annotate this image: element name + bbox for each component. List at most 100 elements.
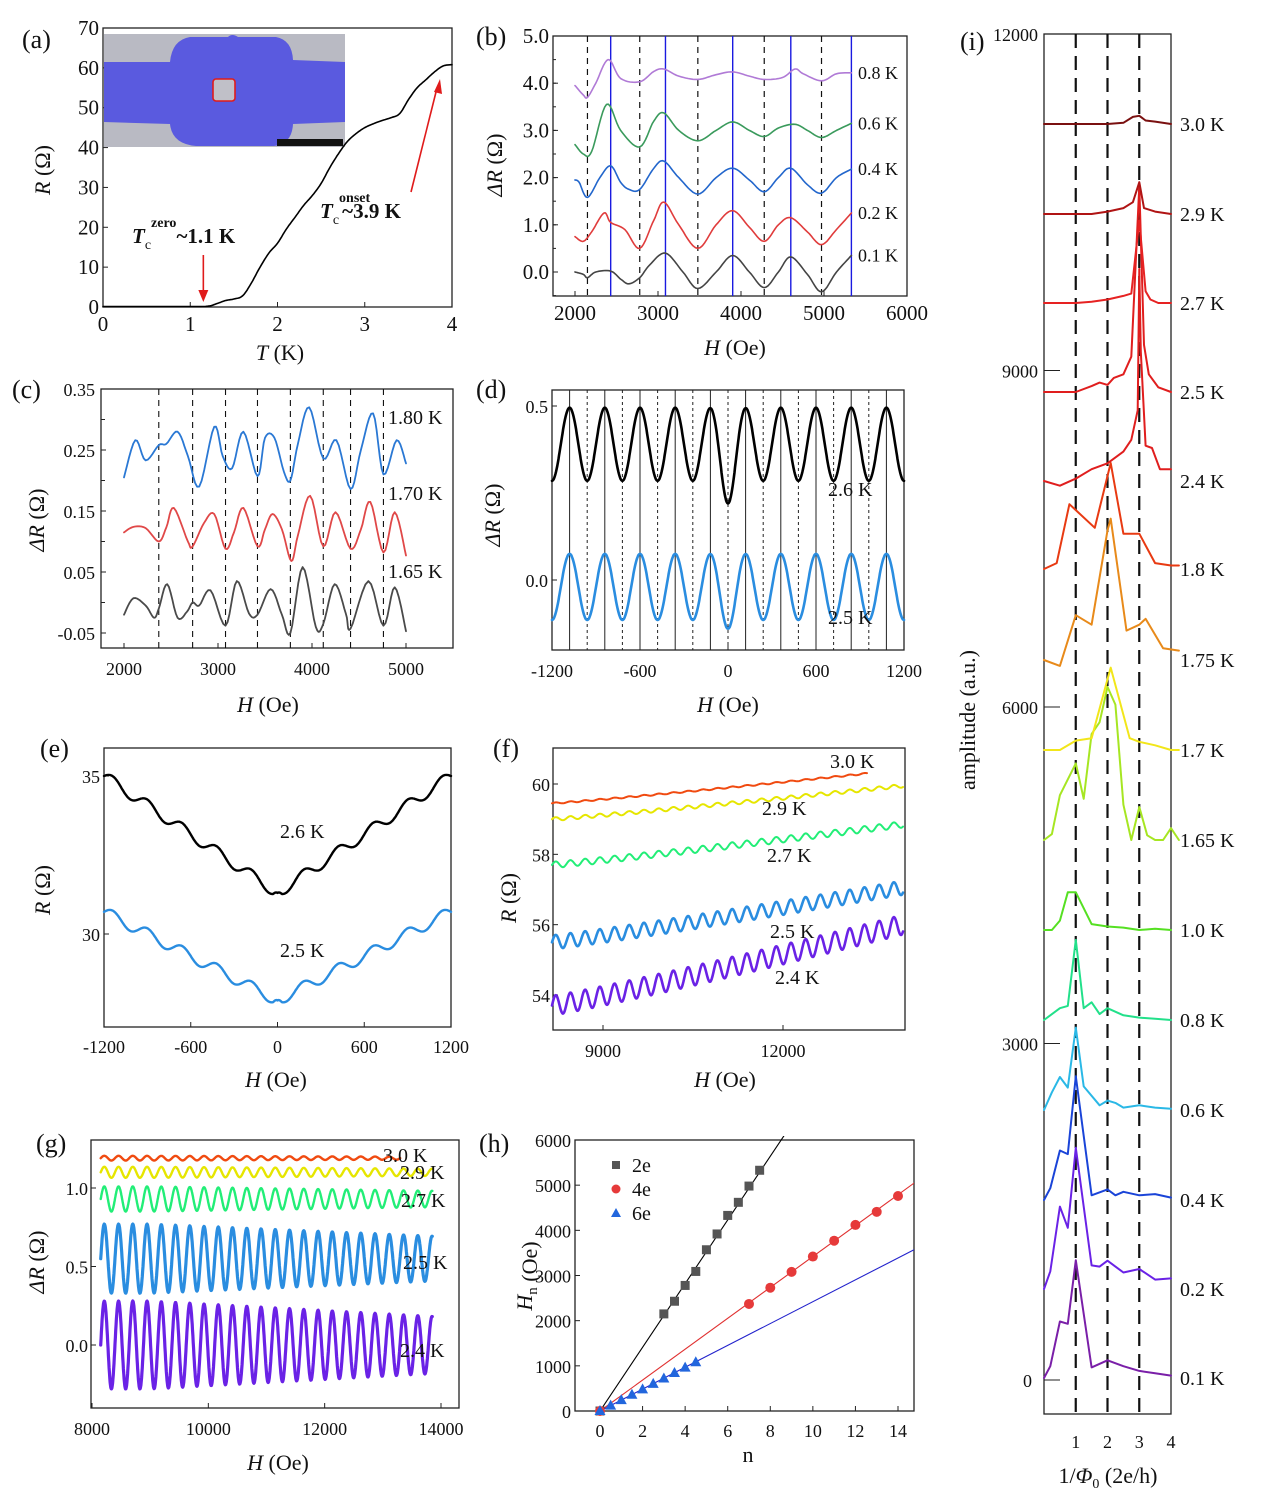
y-tick-label: 50	[78, 96, 99, 120]
panel-label: (b)	[476, 22, 506, 51]
data-point	[615, 1394, 627, 1405]
panel-label: (d)	[476, 375, 506, 404]
series-label: 2.9 K	[762, 798, 807, 820]
fit-line-6e	[599, 1249, 914, 1411]
series-label: 1.65 K	[1180, 830, 1235, 852]
series-line	[1043, 666, 1180, 751]
series-label: 0.6 K	[858, 113, 898, 133]
series-line	[123, 566, 407, 636]
series-line	[102, 908, 453, 1004]
y-tick-label: 4.0	[523, 71, 549, 95]
x-tick-label: 1200	[886, 661, 922, 681]
data-point	[765, 1282, 776, 1293]
series-line	[99, 1185, 434, 1213]
series-label: 2.9 K	[400, 1162, 445, 1184]
y-tick-label: 0.05	[64, 563, 96, 583]
y-axis-label: ΔR (Ω)	[24, 489, 49, 553]
series-line	[1043, 181, 1172, 215]
y-tick-label: 70	[78, 16, 99, 40]
plot-frame	[552, 35, 908, 297]
y-tick-label: 2.0	[523, 166, 549, 190]
legend-label: 2e	[632, 1155, 651, 1177]
legend-label: 6e	[632, 1203, 651, 1225]
data-point	[594, 1405, 606, 1415]
panel-label: (a)	[22, 25, 51, 54]
y-tick-label: 3000	[1002, 1035, 1038, 1055]
y-tick-label: 0.0	[526, 571, 549, 591]
data-point	[626, 1388, 638, 1399]
plot-frame	[103, 747, 452, 1028]
x-tick-label: 4	[447, 312, 458, 336]
panel-label: (e)	[40, 734, 69, 763]
series-label: 1.80 K	[388, 407, 443, 429]
panel-label: (c)	[12, 375, 41, 404]
y-tick-label: 2000	[535, 1312, 571, 1332]
x-tick-label: 4000	[720, 301, 762, 325]
data-point	[744, 1181, 754, 1191]
y-tick-label: 4000	[535, 1221, 571, 1241]
series-label: 1.0 K	[1180, 920, 1225, 942]
series-label: 2.7 K	[1180, 293, 1225, 315]
series-line	[1043, 1026, 1172, 1111]
x-axis-label: H (Oe)	[236, 692, 299, 717]
x-tick-label: 8000	[74, 1419, 110, 1439]
x-tick-label: 10000	[186, 1419, 231, 1439]
series-label: 2.9 K	[1180, 204, 1225, 226]
series-line	[99, 1165, 434, 1180]
series-line	[1043, 685, 1180, 841]
y-tick-label: 0.35	[64, 380, 96, 400]
x-tick-label: -600	[624, 661, 657, 681]
x-axis-label: 1/Φ0 (2e/h)	[1059, 1463, 1158, 1492]
x-tick-label: -1200	[531, 661, 573, 681]
x-tick-label: 5000	[803, 301, 845, 325]
x-tick-label: 1	[185, 312, 196, 336]
panel-h: (h) 0 2 4 6 8 10 12 14 0 1000 2000 3000 4000 5000 6000 n…	[479, 1129, 915, 1467]
series-label: 2.5 K	[770, 921, 815, 943]
x-tick-label: 6000	[886, 301, 928, 325]
series-label: 0.8 K	[858, 63, 898, 83]
x-tick-label: 4	[681, 1421, 690, 1441]
series-line	[574, 252, 853, 293]
series-label: 0.2 K	[1180, 1279, 1225, 1301]
y-tick-label: 3000	[535, 1267, 571, 1287]
legend-label: 4e	[632, 1179, 651, 1201]
x-tick-label: 2	[272, 312, 283, 336]
data-point	[637, 1383, 649, 1394]
y-tick-label: 0.0	[66, 1336, 89, 1356]
x-tick-label: 4000	[294, 659, 330, 679]
series-label: 2.6 K	[828, 479, 873, 501]
x-tick-label: -1200	[83, 1037, 125, 1057]
panel-label: (i)	[960, 27, 985, 56]
data-point	[786, 1266, 797, 1277]
panel-label: (g)	[36, 1129, 66, 1158]
x-tick-label: 9000	[585, 1041, 621, 1061]
x-tick-label: 3	[1135, 1432, 1144, 1452]
series-label: 2.5 K	[280, 940, 325, 962]
series-label: 1.7 K	[1180, 740, 1225, 762]
annotation-tc-zero: Tczero~1.1 K	[132, 216, 236, 253]
data-point	[670, 1296, 679, 1306]
series-line	[99, 1299, 434, 1391]
series-label: 2.5 K	[403, 1252, 448, 1274]
y-axis-label: ΔR (Ω)	[482, 134, 507, 198]
y-axis-label: R (Ω)	[30, 145, 55, 196]
x-tick-label: 12000	[761, 1041, 806, 1061]
y-tick-label: 60	[78, 56, 99, 80]
annotation-tc-onset: Tconset ~3.9 K	[320, 191, 402, 228]
series-line	[123, 494, 407, 562]
series-line	[1043, 938, 1172, 1021]
panel-label: (h)	[479, 1129, 509, 1158]
fit-line-4e	[599, 1182, 914, 1411]
series-line	[551, 783, 904, 822]
y-axis-label: ΔR (Ω)	[24, 1231, 49, 1295]
y-axis-label: ΔR (Ω)	[480, 484, 505, 548]
x-tick-label: 12	[846, 1421, 864, 1441]
series-line	[1043, 1146, 1172, 1290]
y-tick-label: 0.5	[66, 1258, 89, 1278]
x-tick-label: 14000	[419, 1419, 464, 1439]
x-tick-label: 1	[1071, 1432, 1080, 1452]
legend-marker	[612, 1161, 620, 1169]
y-tick-label: 0.0	[523, 260, 549, 284]
x-tick-label: 10	[804, 1421, 822, 1441]
